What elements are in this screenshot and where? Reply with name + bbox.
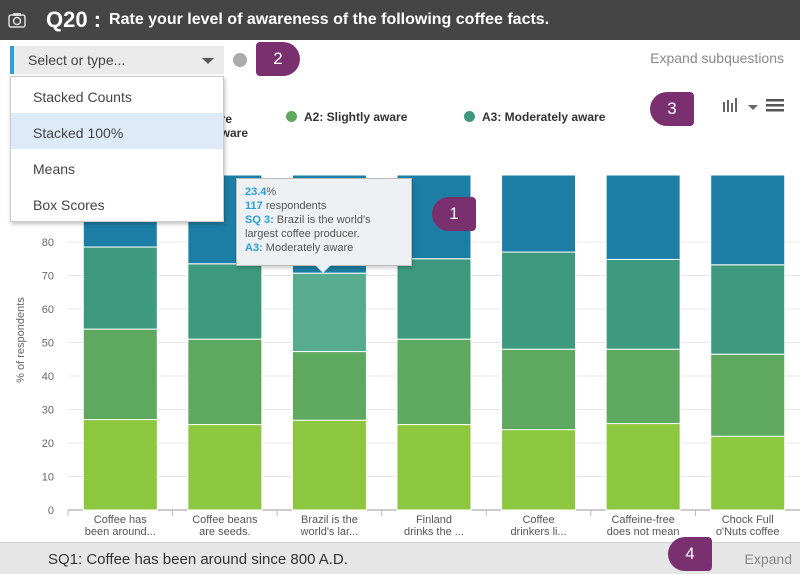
bar-segment-a3-5[interactable] (501, 251, 577, 350)
chart-controls (722, 98, 784, 117)
tooltip-arrow (315, 265, 331, 273)
menu-item-means[interactable]: Means (33, 161, 76, 177)
select-placeholder: Select or type... (28, 52, 126, 68)
y-tick-label: 70 (42, 271, 54, 283)
y-tick-label: 50 (42, 338, 54, 350)
x-tick-label: are seeds. (199, 526, 250, 538)
y-tick-label: 0 (48, 505, 54, 517)
bar-segment-a1-3[interactable] (291, 419, 367, 511)
x-tick-label: Coffee has (94, 514, 148, 526)
tooltip-sq-text-2: largest coffee producer. (245, 228, 360, 240)
bar-segment-a4-5[interactable] (501, 174, 577, 253)
tooltip-percent-sign: % (266, 186, 277, 198)
tooltip-sq-text-1: Brazil is the world's (276, 214, 371, 226)
menu-item-box-scores[interactable]: Box Scores (33, 197, 105, 213)
x-tick-label: does not mean (607, 526, 680, 538)
hamburger-menu-icon[interactable] (766, 98, 784, 117)
bar-segment-a2-7[interactable] (710, 353, 786, 437)
bar-segment-a1-4[interactable] (396, 424, 472, 511)
chart-type-menu: Stacked Counts Stacked 100% Means Box Sc… (10, 76, 224, 222)
tooltip-respondents-count: 117 (245, 200, 263, 212)
legend-item-a2[interactable]: A2: Slightly aware (286, 110, 407, 124)
question-number: Q20 : (46, 7, 102, 32)
legend-item-a3[interactable]: A3: Moderately aware (464, 110, 605, 124)
x-tick-label: o'Nuts coffee (716, 526, 780, 538)
legend-dot-icon (286, 111, 297, 122)
tooltip-sq-label: SQ 3: (245, 214, 274, 226)
bar-segment-a2-1[interactable] (82, 328, 158, 421)
bar-segment-a1-5[interactable] (501, 429, 577, 511)
expand-link[interactable]: Expand (744, 551, 792, 567)
expand-subquestions-link[interactable]: Expand subquestions (650, 50, 784, 66)
bar-segment-a2-4[interactable] (396, 338, 472, 426)
bar-segment-a1-2[interactable] (187, 424, 263, 511)
legend-dot-icon (464, 111, 475, 122)
chevron-down-icon (202, 58, 214, 64)
subquestion-text: SQ1: Coffee has been around since 800 A.… (48, 551, 348, 568)
bar-segment-a1-6[interactable] (605, 423, 681, 511)
camera-icon[interactable] (0, 0, 34, 40)
tooltip-percent: 23.4 (245, 186, 267, 198)
bar-segment-a3-4[interactable] (396, 258, 472, 340)
x-tick-label: Coffee (522, 514, 554, 526)
chevron-down-icon[interactable] (748, 105, 758, 110)
bar-segment-a3-1[interactable] (82, 246, 158, 330)
tooltip-answer-text: Moderately aware (265, 242, 354, 254)
x-tick-label: world's lar... (300, 526, 359, 538)
y-tick-label: 10 (42, 472, 54, 484)
x-tick-label: drinks the ... (404, 526, 464, 538)
bar-segment-a3-2[interactable] (187, 263, 263, 340)
tooltip-answer-label: A3: (245, 242, 263, 254)
bar-segment-a2-2[interactable] (187, 338, 263, 426)
chart-bars (82, 174, 786, 511)
bar-segment-a4-6[interactable] (605, 174, 681, 260)
bar-segment-a1-7[interactable] (710, 435, 786, 511)
callout-badge-3: 3 (650, 92, 694, 126)
bar-segment-a1-1[interactable] (82, 419, 158, 511)
legend-a2-label: A2: Slightly aware (304, 110, 408, 124)
y-tick-label: 80 (42, 237, 54, 249)
toolbar: Select or type... Expand subquestions (0, 40, 800, 84)
x-tick-label: Brazil is the (301, 514, 358, 526)
bar-segment-a3-7[interactable] (710, 264, 786, 355)
help-icon[interactable] (233, 53, 247, 67)
chart-y-ticks: 0 10 20 30 40 50 60 70 80 (42, 237, 54, 517)
bar-segment-a3-6[interactable] (605, 258, 681, 350)
y-tick-label: 30 (42, 405, 54, 417)
bar-segment-a2-5[interactable] (501, 348, 577, 431)
x-tick-label: Caffeine-free (611, 514, 674, 526)
bar-segment-a2-3[interactable] (291, 351, 367, 421)
data-tooltip: 23.4% 117 respondents SQ 3: Brazil is th… (236, 178, 412, 273)
y-axis-label: % of respondents (15, 297, 27, 383)
x-tick-label: drinkers li... (510, 526, 566, 538)
legend-a3-label: A3: Moderately aware (482, 110, 606, 124)
x-tick-label: Chock Full (722, 514, 774, 526)
y-tick-label: 60 (42, 304, 54, 316)
x-tick-label: been around... (85, 526, 156, 538)
bar-segment-a4-7[interactable] (710, 174, 786, 266)
menu-item-stacked-counts[interactable]: Stacked Counts (33, 89, 132, 105)
tooltip-respondents-label: respondents (265, 200, 327, 212)
chart-type-icon[interactable] (722, 98, 740, 117)
callout-badge-4: 4 (668, 537, 712, 571)
question-title: Rate your level of awareness of the foll… (109, 11, 550, 28)
chart-type-select[interactable]: Select or type... (10, 46, 224, 74)
x-tick-label: Coffee beans (192, 514, 258, 526)
bar-segment-a3-3[interactable] (291, 272, 367, 353)
x-tick-label: Finland (416, 514, 452, 526)
callout-badge-1: 1 (432, 197, 476, 231)
y-tick-label: 20 (42, 438, 54, 450)
menu-item-stacked-100[interactable]: Stacked 100% (11, 113, 223, 149)
question-header: Q20 : Rate your level of awareness of th… (0, 0, 800, 40)
footer-bar: SQ1: Coffee has been around since 800 A.… (0, 542, 800, 574)
bar-segment-a2-6[interactable] (605, 348, 681, 425)
callout-badge-2: 2 (256, 42, 300, 76)
y-tick-label: 40 (42, 371, 54, 383)
